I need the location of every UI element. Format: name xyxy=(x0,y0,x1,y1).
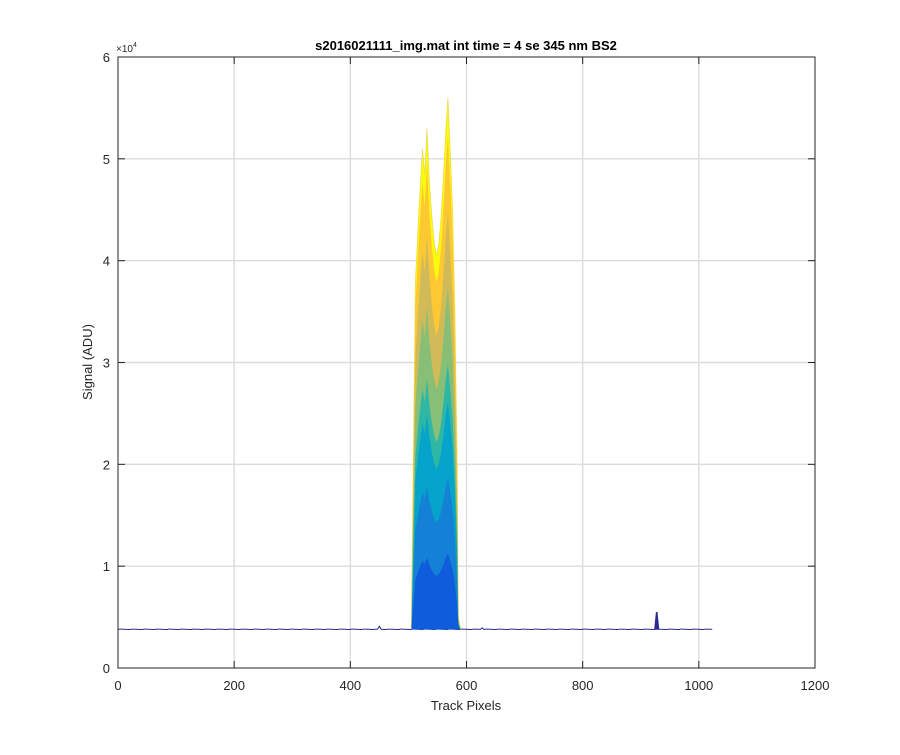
data-layer xyxy=(118,97,713,631)
x-axis-label: Track Pixels xyxy=(431,698,502,713)
x-tick-labels: 0 200 400 600 800 1000 1200 xyxy=(114,678,829,693)
y-tick-label: 3 xyxy=(103,356,110,371)
y-exponent-multiplier: ×104 xyxy=(116,42,137,55)
x-tick-label: 1000 xyxy=(684,678,713,693)
y-axis-label: Signal (ADU) xyxy=(80,324,95,400)
grid-lines xyxy=(118,57,815,668)
y-tick-label: 4 xyxy=(103,254,110,269)
x-tick-label: 1200 xyxy=(801,678,830,693)
y-tick-label: 5 xyxy=(103,152,110,167)
tick-marks xyxy=(117,56,816,669)
y-tick-labels: 0 1 2 3 4 5 6 xyxy=(103,50,110,676)
x-tick-label: 600 xyxy=(456,678,478,693)
peak-outline xyxy=(410,97,462,630)
y-tick-label: 1 xyxy=(103,559,110,574)
baseline-spike xyxy=(654,611,660,630)
y-exponent-power: 4 xyxy=(133,42,137,49)
y-tick-label: 6 xyxy=(103,50,110,65)
chart-title: s2016021111_img.mat int time = 4 se 345 … xyxy=(315,38,617,53)
x-tick-label: 800 xyxy=(572,678,594,693)
peak-band xyxy=(411,591,461,630)
x-tick-label: 200 xyxy=(223,678,245,693)
x-tick-label: 0 xyxy=(114,678,121,693)
y-tick-label: 0 xyxy=(103,661,110,676)
y-tick-label: 2 xyxy=(103,457,110,472)
x-tick-label: 400 xyxy=(339,678,361,693)
y-exponent-base: ×10 xyxy=(116,44,133,55)
